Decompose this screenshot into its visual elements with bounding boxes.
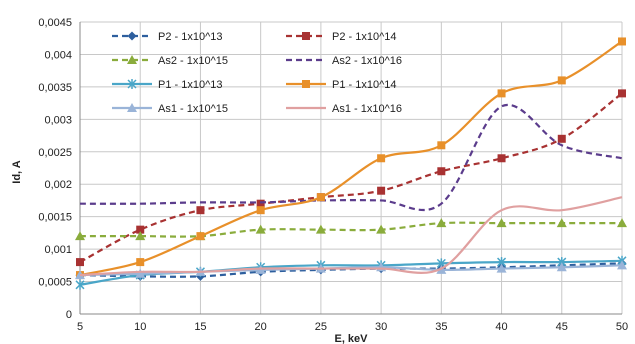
data-point [196,232,205,241]
data-point [557,76,566,85]
data-point [377,154,386,163]
legend-item: P2 - 1x10^14 [286,31,396,43]
y-tick-labels: 0 0,0005 0,001 0,0015 0,002 0,0025 0,003 0,0035… [38,17,72,321]
legend-label: As1 - 1x10^16 [332,103,402,115]
data-point [437,141,446,150]
series-layer [75,37,627,290]
data-point [556,262,567,272]
legend-label: As1 - 1x10^15 [158,103,228,115]
y-tick-label: 0,0015 [38,212,72,224]
x-tick-label: 45 [556,321,568,333]
data-point [135,231,146,241]
series-line [79,103,623,212]
data-point [497,89,506,98]
data-point [557,134,566,143]
legend-marker [127,79,137,89]
legend-item: As1 - 1x10^15 [112,103,228,115]
data-point [256,199,265,208]
x-tick-label: 5 [77,321,83,333]
legend-item: As1 - 1x10^16 [286,103,402,115]
data-point [75,279,85,290]
legend-label: P2 - 1x10^13 [158,31,222,43]
data-point [76,258,84,267]
y-tick-label: 0,003 [44,114,72,126]
data-point [376,224,387,234]
legend-marker [127,55,137,64]
series-line [79,92,623,264]
data-point [136,258,145,267]
data-point [618,37,626,46]
legend-item: As2 - 1x10^16 [286,55,402,67]
data-point [315,224,326,234]
data-point [256,206,265,215]
data-point [617,260,627,270]
legend-label: P2 - 1x10^14 [332,31,396,43]
y-tick-label: 0,001 [44,244,72,256]
data-point [437,167,446,176]
series-line [79,196,623,277]
data-point [496,263,507,273]
y-axis-title: Id, A [11,160,23,183]
y-tick-label: 0,0045 [38,17,72,29]
legend: P2 - 1x10^13 P2 - 1x10^14 As2 - 1x10^15 As2… [112,31,402,115]
y-tick-label: 0,0035 [38,82,72,94]
x-tick-label: 15 [194,321,206,333]
data-point [617,218,627,228]
x-tick-label: 20 [255,321,267,333]
data-point [377,186,386,195]
legend-item: P1 - 1x10^13 [112,79,222,91]
legend-label: As2 - 1x10^15 [158,55,228,67]
series-8 [79,196,623,277]
legend-label: P1 - 1x10^14 [332,79,396,91]
data-point [136,225,145,234]
series-4 [79,103,623,212]
data-point [497,154,506,163]
x-tick-label: 10 [134,321,146,333]
data-point [556,218,567,228]
series-line [80,221,622,238]
x-tick-label: 40 [495,321,507,333]
x-tick-label: 25 [315,321,327,333]
data-point [618,89,626,98]
data-point [316,193,325,202]
legend-marker [127,103,137,112]
legend-marker [302,32,310,40]
x-tick-label: 35 [435,321,447,333]
y-tick-label: 0,002 [44,179,72,191]
data-point [255,224,266,234]
y-tick-label: 0,0005 [38,277,72,289]
series-3 [75,218,627,241]
data-point [496,218,507,228]
legend-marker [127,31,137,41]
data-point [436,218,447,228]
y-tick-label: 0,0025 [38,147,72,159]
data-point [75,231,85,241]
legend-label: As2 - 1x10^16 [332,55,402,67]
x-tick-labels: 5 10 15 20 25 30 35 40 45 50 [77,321,628,333]
legend-item: P1 - 1x10^14 [286,79,396,91]
legend-label: P1 - 1x10^13 [158,79,222,91]
series-line [79,40,623,277]
legend-marker [302,80,310,88]
x-tick-label: 30 [375,321,387,333]
data-point [135,268,146,278]
y-tick-label: 0,004 [44,49,72,61]
x-tick-label: 50 [616,321,628,333]
legend-item: As2 - 1x10^15 [112,55,228,67]
data-point [196,206,205,215]
y-tick-label: 0 [66,309,72,321]
series-6 [76,37,626,280]
x-axis-title: E, keV [334,333,368,344]
series-2 [76,89,626,267]
legend-item: P2 - 1x10^13 [112,31,222,43]
